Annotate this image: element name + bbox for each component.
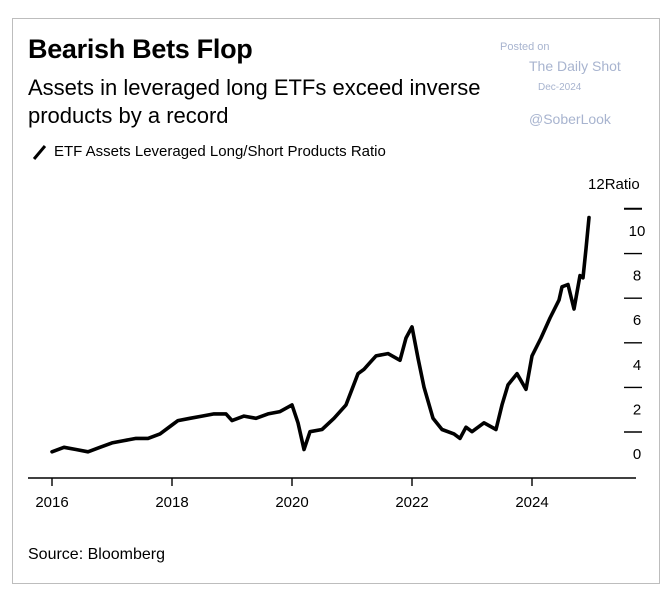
x-tick-label: 2016 [35,494,68,511]
y-tick-label: 6 [633,312,641,329]
x-tick-label: 2020 [275,494,308,511]
watermark-date: Dec-2024 [538,82,582,93]
x-tick-label: 2022 [395,494,428,511]
chart-legend: ETF Assets Leveraged Long/Short Products… [32,143,386,160]
chart-subtitle: Assets in leveraged long ETFs exceed inv… [28,75,481,128]
watermark-source: The Daily Shot [529,58,621,74]
x-tick-label: 2024 [515,494,548,511]
y-tick-label: 2 [633,401,641,418]
y-tick-label: 8 [633,268,641,285]
chart-frame [12,18,660,584]
y-tick-label: 10 [629,223,646,240]
source-note: Source: Bloomberg [28,546,165,563]
watermark-handle: @SoberLook [529,111,611,127]
y-tick-label: 4 [633,357,641,374]
y-axis-top-label: 12Ratio [588,176,640,193]
legend-label: ETF Assets Leveraged Long/Short Products… [54,143,386,160]
x-tick-label: 2018 [155,494,188,511]
y-tick-label-top: 12 [588,176,605,193]
chart-title: Bearish Bets Flop [28,34,253,64]
series-line [50,215,591,454]
y-tick-label: 0 [633,446,641,463]
y-axis-label: Ratio [604,176,640,193]
watermark-posted: Posted on [500,41,550,53]
